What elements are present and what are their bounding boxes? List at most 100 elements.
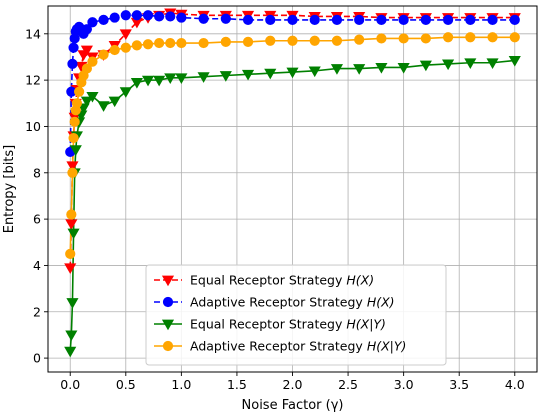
series-3-point [165, 37, 176, 49]
series-3-point [509, 32, 520, 43]
series-2-point [464, 58, 477, 69]
series-3-point [354, 34, 365, 45]
series-markers [64, 8, 521, 358]
y-tick-label: 6 [33, 212, 41, 227]
series-1-point [442, 14, 454, 25]
legend-label-text: Equal Receptor Strategy [190, 273, 346, 288]
series-2-point [219, 71, 232, 82]
series-1-point [68, 42, 79, 53]
legend-label-text: Adaptive Receptor Strategy [190, 339, 367, 354]
series-3-point [81, 63, 92, 74]
x-tick-label: 2.5 [338, 377, 358, 392]
y-tick-label: 14 [25, 26, 41, 41]
series-3-point [265, 35, 276, 46]
series-2-point [397, 62, 410, 74]
series-1-point [420, 14, 431, 25]
series-3-point [176, 37, 187, 49]
series-3-point [67, 167, 78, 178]
series-1-point [81, 24, 92, 35]
series-1-point [220, 13, 231, 24]
series-2-point [419, 60, 432, 72]
legend-label: Equal Receptor Strategy H(X|Y) [190, 317, 386, 332]
legend-label: Adaptive Receptor Strategy H(X) [190, 295, 395, 310]
series-2-point [86, 91, 99, 103]
series-2-point [108, 96, 121, 108]
series-3-point [98, 49, 109, 60]
legend-label-math: H(X|Y) [346, 317, 386, 332]
series-1-point [376, 14, 387, 25]
series-3-point [69, 116, 80, 127]
legend-swatch-marker [162, 296, 174, 308]
x-tick-label: 1.5 [227, 377, 247, 392]
series-3-point [131, 40, 143, 51]
legend-label: Equal Receptor Strategy H(X) [190, 273, 374, 288]
series-1-point [198, 13, 209, 24]
x-axis-ticks: 0.0 0.5 1.0 1.5 2.0 2.5 3.0 3.5 4.0 [60, 372, 525, 392]
series-2-point [353, 64, 366, 75]
series-3-point [120, 42, 131, 53]
x-tick-label: 3.5 [449, 377, 469, 392]
y-tick-label: 4 [33, 258, 41, 273]
y-axis-label: Entropy [bits] [2, 145, 17, 234]
series-2-point [164, 73, 177, 85]
series-3-point [331, 35, 343, 46]
series-2-point [97, 101, 110, 112]
series-2-point [64, 346, 77, 358]
series-1-point [154, 11, 165, 22]
series-1-point [354, 14, 365, 25]
series-3-point [309, 35, 320, 46]
series-1-point [509, 14, 520, 25]
series-3-point [398, 33, 409, 44]
series-1-point [242, 14, 254, 25]
series-1-point [487, 14, 498, 25]
series-2-point [141, 75, 155, 87]
series-2-point [80, 96, 93, 108]
series-1-point [309, 14, 320, 25]
y-tick-label: 10 [25, 119, 41, 134]
series-1-point [142, 10, 154, 21]
series-3-point [154, 37, 165, 49]
series-2-point [508, 56, 521, 67]
y-axis-ticks: 0 2 4 6 8 10 12 14 [25, 26, 48, 366]
series-3-point [465, 32, 476, 43]
series-3-point [287, 35, 298, 46]
legend-label-math: H(X) [346, 273, 374, 288]
x-tick-label: 0.5 [116, 377, 136, 392]
series-3-point [220, 36, 231, 48]
series-3-point [142, 39, 154, 50]
series-2-point [308, 66, 321, 78]
legend-swatch-marker [161, 319, 175, 331]
series-1-point [331, 14, 343, 25]
series-1-point [265, 14, 276, 25]
series-2-point [65, 330, 78, 342]
legend-label-text: Adaptive Receptor Strategy [190, 295, 367, 310]
legend-box [145, 264, 447, 366]
x-axis-label: Noise Factor (γ) [242, 398, 344, 413]
legend-swatch-marker [162, 340, 174, 352]
x-tick-label: 1.0 [171, 377, 191, 392]
series-1-point [287, 14, 298, 25]
series-1-point [398, 14, 409, 25]
series-1-point [465, 14, 476, 25]
y-tick-label: 8 [33, 165, 41, 180]
series-2-point [153, 75, 166, 87]
series-1-point [165, 11, 176, 22]
series-2-point [67, 228, 80, 240]
series-2-point [175, 73, 188, 85]
series-2-point [286, 67, 299, 79]
series-1-point [176, 12, 187, 23]
series-3-point [87, 56, 98, 67]
series-3-point [420, 33, 431, 44]
series-0-point [65, 219, 78, 230]
y-tick-label: 12 [25, 73, 41, 88]
legend-label-math: H(X|Y) [367, 339, 407, 354]
series-2-point [375, 62, 388, 74]
series-3-point [198, 37, 209, 49]
x-tick-label: 3.0 [394, 377, 414, 392]
series-2-point [264, 68, 277, 80]
legend-swatch-marker [161, 275, 175, 287]
series-0-point [66, 161, 79, 173]
series-3-point [71, 98, 82, 109]
series-1-point [87, 17, 98, 28]
series-1-point [109, 12, 120, 23]
